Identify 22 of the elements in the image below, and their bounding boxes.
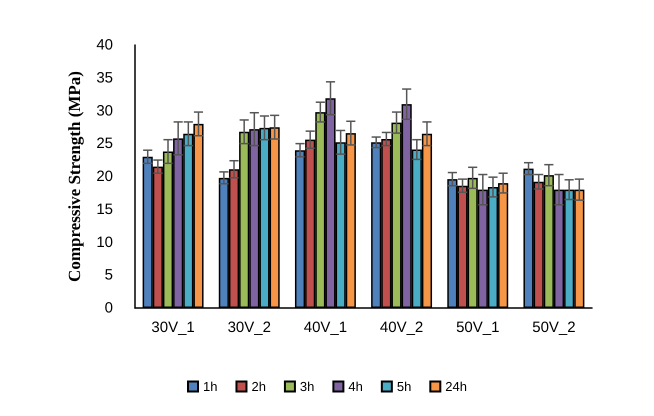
- x-tick-label: 50V_2: [532, 319, 576, 336]
- legend-label: 3h: [300, 379, 314, 394]
- y-tick-label: 35: [96, 69, 113, 86]
- legend-label: 5h: [396, 379, 412, 394]
- y-tick-label: 25: [96, 135, 113, 152]
- y-axis-title: Compressive Strength (MPa): [65, 71, 84, 282]
- y-tick-label: 15: [96, 200, 113, 218]
- y-tick-label: 20: [96, 168, 113, 185]
- legend-label: 2h: [251, 379, 266, 394]
- legend-label: 1h: [203, 379, 218, 394]
- x-tick-label: 40V_1: [304, 319, 348, 336]
- x-tick-label: 50V_1: [456, 319, 500, 336]
- y-tick-label: 5: [104, 266, 113, 284]
- y-tick-label: 10: [96, 234, 113, 251]
- x-tick-label: 30V_2: [228, 319, 271, 336]
- legend-label: 4h: [348, 379, 363, 394]
- y-tick-label: 30: [96, 102, 113, 120]
- y-tick-label: 40: [96, 36, 113, 54]
- x-tick-label: 40V_2: [380, 319, 424, 336]
- y-tick-label: 0: [104, 300, 113, 316]
- legend-label: 24h: [445, 379, 468, 394]
- x-tick-label: 30V_1: [151, 319, 195, 336]
